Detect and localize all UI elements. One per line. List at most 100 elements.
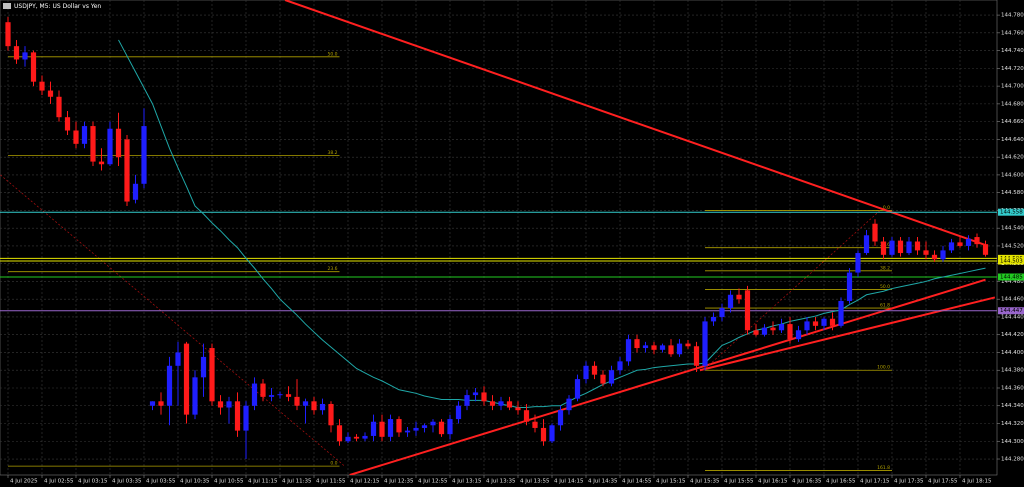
fib-label: 50.0 [880,284,890,290]
candle-body [64,117,71,131]
y-tick-label: 144.660 [1001,119,1024,125]
y-tick-label: 144.540 [1001,226,1024,232]
candle-body [404,430,411,433]
candle-body [489,401,496,406]
candle-body [251,383,258,406]
candle-body [481,392,487,402]
price-level-tag [998,307,1024,315]
candle-body [829,318,836,326]
x-tick-label: 4 Jul 13:35 [486,479,516,485]
candle-body [345,436,351,442]
candle-body [421,425,428,428]
x-tick-label: 4 Jul 16:35 [792,479,822,485]
trendline [349,278,986,475]
fib-label: 61.8 [880,303,890,309]
candle-body [243,405,249,431]
y-tick-label: 144.340 [1001,403,1024,409]
candle-body [600,374,606,384]
price-level-tag [998,257,1024,265]
y-tick-label: 144.380 [1001,368,1024,374]
candle-body [668,345,674,355]
candle-body [583,365,589,380]
y-tick-label: 144.420 [1001,332,1024,338]
candle-body [914,241,921,251]
candle-body [676,343,683,355]
x-tick-label: 4 Jul 16:55 [826,479,856,485]
y-tick-label: 144.580 [1001,190,1024,196]
y-tick-label: 144.680 [1001,101,1024,107]
candle-body [506,401,513,408]
y-tick-label: 144.320 [1001,421,1024,427]
y-tick-label: 144.480 [1001,279,1024,285]
candle-body [685,343,691,347]
candle-body [761,327,768,335]
fib-label: 0.0 [330,461,337,467]
candle-body [438,421,445,435]
x-tick-label: 4 Jul 12:55 [418,479,448,485]
candle-body [30,52,37,82]
candle-body [192,377,198,415]
y-tick-label: 144.400 [1001,350,1024,356]
price-level-label: 144.503 [1000,259,1023,265]
x-tick-label: 4 Jul 17:35 [894,479,924,485]
candle-body [855,253,861,273]
candle-body [515,407,521,411]
x-tick-label: 4 Jul 11:35 [282,479,312,485]
x-tick-label: 4 Jul 15:15 [656,479,686,485]
candle-body [166,365,173,406]
y-tick-label: 144.460 [1001,297,1024,303]
x-tick-label: 4 Jul 11:15 [248,479,278,485]
candle-body [651,345,657,350]
plot-area: 50.038.223.60.00.023.638.250.061.8100.01… [0,0,997,475]
x-tick-label: 4 Jul 03:15 [78,479,108,485]
candle-body [115,128,122,158]
candle-body [812,321,819,326]
price-level-label: 144.485 [1000,275,1023,281]
candle-body [464,395,470,406]
x-tick-label: 4 Jul 10:35 [180,479,210,485]
axes: 144.280 144.300 144.320 144.340 144.360 144.3… [7,13,1024,485]
x-tick-label: 4 Jul 15:35 [690,479,720,485]
candle-body [175,352,181,366]
y-tick-label: 144.280 [1001,457,1024,463]
x-tick-label: 4 Jul 14:55 [622,479,652,485]
candle-body [889,240,895,255]
x-tick-label: 4 Jul 10:55 [214,479,244,485]
x-tick-label: 4 Jul 12:15 [350,479,380,485]
x-tick-label: 4 Jul 14:15 [554,479,584,485]
candle-body [430,421,436,426]
candle-body [226,401,232,408]
candle-body [234,401,241,431]
x-tick-label: 4 Jul 13:15 [452,479,482,485]
x-tick-label: 4 Jul 03:35 [112,479,142,485]
candle-body [557,410,564,426]
x-tick-label: 4 Jul 13:55 [520,479,550,485]
candle-body [149,401,156,406]
y-tick-label: 144.780 [1001,13,1024,19]
candle-body [200,356,207,378]
fib-label: 23.6 [327,266,337,272]
x-tick-label: 4 Jul 14:35 [588,479,618,485]
price-level-label: 144.558 [1000,210,1023,216]
candle-body [940,250,946,260]
trendline [699,296,996,372]
candle-body [141,126,147,184]
candle-body [5,22,11,47]
candle-body [302,401,309,406]
x-tick-label: 4 Jul 12:35 [384,479,414,485]
candle-body [702,321,708,366]
candle-body [277,394,283,396]
candle-body [455,405,462,420]
candle-body [268,395,275,397]
candle-body [634,339,640,349]
y-tick-label: 144.520 [1001,243,1024,249]
candle-body [311,401,317,411]
candle-body [124,139,130,202]
candle-body [982,244,989,255]
candle-body [472,392,479,396]
y-tick-label: 144.700 [1001,84,1024,90]
candle-body [838,300,844,326]
trendline [284,0,986,246]
candle-body [863,235,870,254]
fib-label: 161.8 [877,465,890,471]
